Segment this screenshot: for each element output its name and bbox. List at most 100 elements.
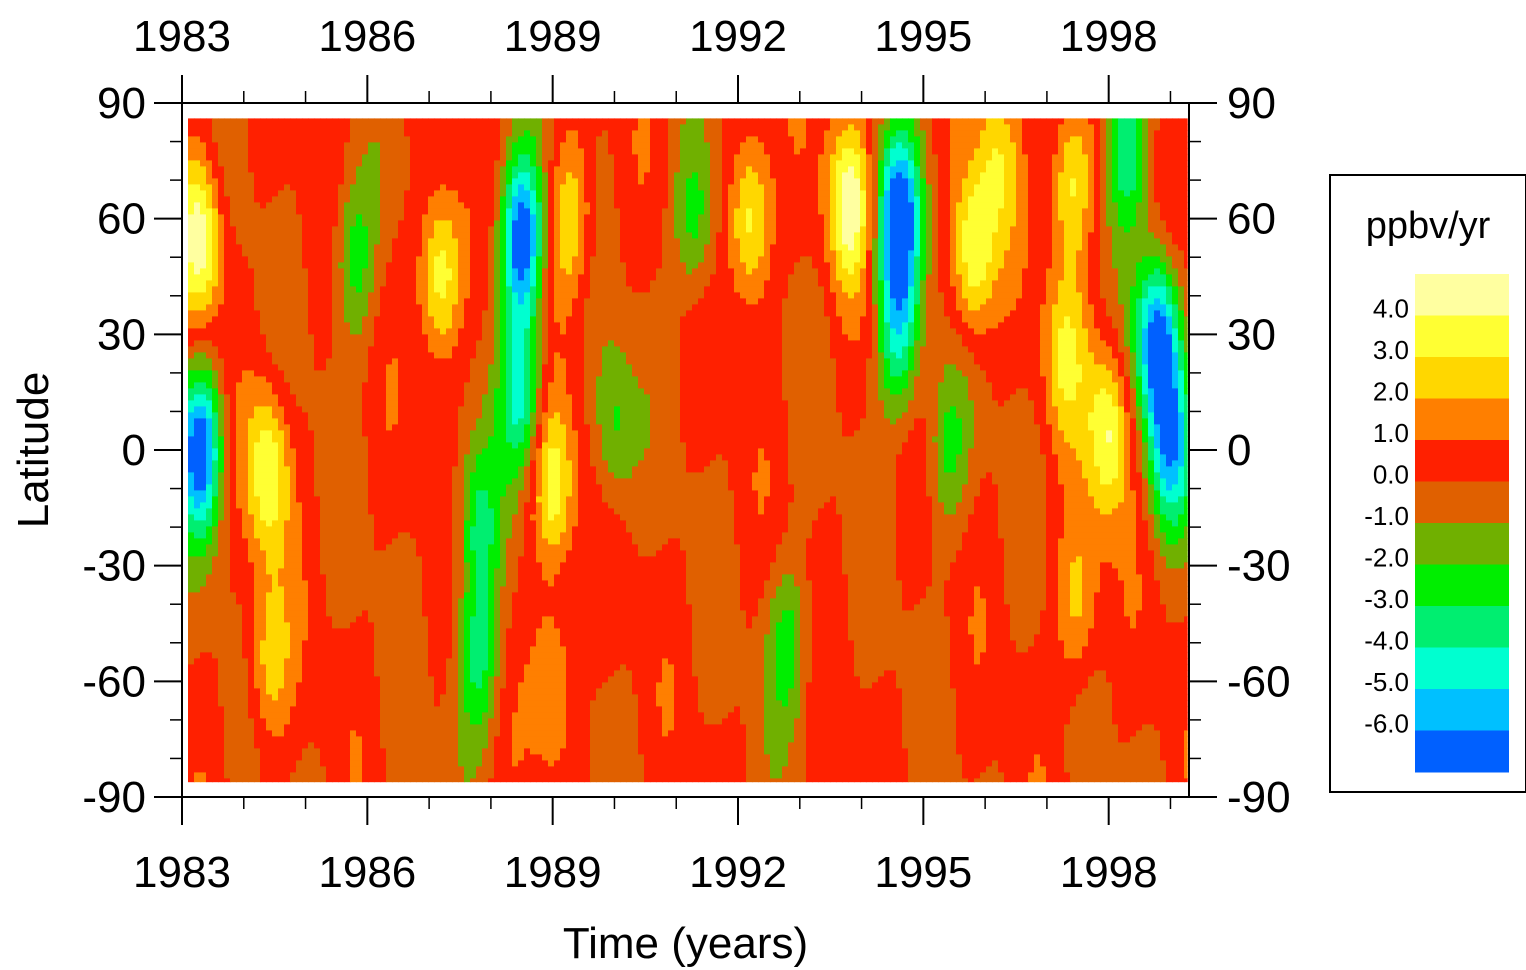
heatmap-cell (224, 718, 231, 725)
heatmap-cell (338, 406, 345, 413)
heatmap-cell (308, 202, 315, 209)
heatmap-cell (200, 592, 207, 599)
heatmap-cell (338, 658, 345, 665)
heatmap-cell (380, 454, 387, 461)
heatmap-cell (218, 676, 225, 683)
heatmap-cell (356, 520, 363, 527)
heatmap-cell (350, 592, 357, 599)
heatmap-cell (356, 718, 363, 725)
heatmap-cell (410, 388, 417, 395)
heatmap-cell (224, 238, 231, 245)
heatmap-cell (392, 268, 399, 275)
heatmap-cell (404, 748, 411, 755)
heatmap-cell (452, 538, 459, 545)
heatmap-cell (254, 622, 261, 629)
heatmap-cell (242, 472, 249, 479)
heatmap-cell (224, 286, 231, 293)
heatmap-cell (362, 658, 369, 665)
heatmap-cell (296, 760, 303, 767)
heatmap-cell (386, 544, 393, 551)
heatmap-cell (230, 364, 237, 371)
heatmap-cell (194, 454, 201, 461)
heatmap-cell (434, 148, 441, 155)
heatmap-cell (434, 610, 441, 617)
heatmap-cell (272, 262, 279, 269)
heatmap-cell (440, 184, 447, 191)
heatmap-cell (368, 778, 375, 783)
heatmap-cell (440, 118, 447, 125)
heatmap-cell (302, 244, 309, 251)
heatmap-cell (398, 394, 405, 401)
heatmap-cell (302, 640, 309, 647)
heatmap-cell (314, 586, 321, 593)
heatmap-cell (272, 382, 279, 389)
heatmap-cell (362, 220, 369, 227)
heatmap-cell (398, 610, 405, 617)
heatmap-cell (206, 160, 213, 167)
heatmap-cell (380, 172, 387, 179)
heatmap-cell (206, 652, 213, 659)
heatmap-cell (428, 604, 435, 611)
heatmap-cell (296, 724, 303, 731)
heatmap-cell (350, 442, 357, 449)
heatmap-cell (434, 580, 441, 587)
heatmap-cell (242, 772, 249, 779)
heatmap-cell (392, 490, 399, 497)
heatmap-cell (422, 502, 429, 509)
heatmap-cell (200, 250, 207, 257)
heatmap-cell (416, 238, 423, 245)
heatmap-cell (278, 478, 285, 485)
heatmap-cell (440, 556, 447, 563)
heatmap-cell (242, 496, 249, 503)
heatmap-cell (422, 274, 429, 281)
heatmap-cell (326, 658, 333, 665)
heatmap-cell (230, 760, 237, 767)
heatmap-cell (344, 400, 351, 407)
heatmap-cell (344, 508, 351, 515)
heatmap-cell (422, 706, 429, 713)
heatmap-cell (248, 346, 255, 353)
heatmap-cell (248, 736, 255, 743)
heatmap-cell (314, 454, 321, 461)
heatmap-cell (218, 394, 225, 401)
heatmap-cell (434, 340, 441, 347)
heatmap-cell (206, 268, 213, 275)
heatmap-cell (434, 742, 441, 749)
heatmap-cell (194, 340, 201, 347)
heatmap-cell (254, 352, 261, 359)
heatmap-cell (296, 532, 303, 539)
heatmap-cell (398, 538, 405, 545)
heatmap-cell (260, 574, 267, 581)
heatmap-cell (296, 652, 303, 659)
heatmap-cell (212, 394, 219, 401)
heatmap-cell (212, 502, 219, 509)
heatmap-cell (380, 670, 387, 677)
heatmap-cell (188, 190, 195, 197)
heatmap-cell (398, 532, 405, 539)
heatmap-cell (236, 406, 243, 413)
heatmap-cell (230, 388, 237, 395)
heatmap-cell (248, 124, 255, 131)
heatmap-cell (356, 682, 363, 689)
heatmap-cell (266, 442, 273, 449)
heatmap-cell (200, 274, 207, 281)
heatmap-cell (398, 442, 405, 449)
heatmap-cell (428, 370, 435, 377)
heatmap-cell (242, 508, 249, 515)
heatmap-cell (410, 394, 417, 401)
heatmap-cell (188, 382, 195, 389)
heatmap-cell (410, 712, 417, 719)
heatmap-cell (428, 436, 435, 443)
heatmap-cell (428, 130, 435, 137)
heatmap-cell (296, 580, 303, 587)
heatmap-cell (284, 724, 291, 731)
heatmap-cell (296, 598, 303, 605)
heatmap-cell (248, 352, 255, 359)
heatmap-cell (452, 712, 459, 719)
heatmap-cell (308, 778, 315, 783)
heatmap-cell (380, 646, 387, 653)
heatmap-cell (440, 202, 447, 209)
heatmap-cell (206, 724, 213, 731)
heatmap-cell (224, 160, 231, 167)
heatmap-cell (440, 694, 447, 701)
